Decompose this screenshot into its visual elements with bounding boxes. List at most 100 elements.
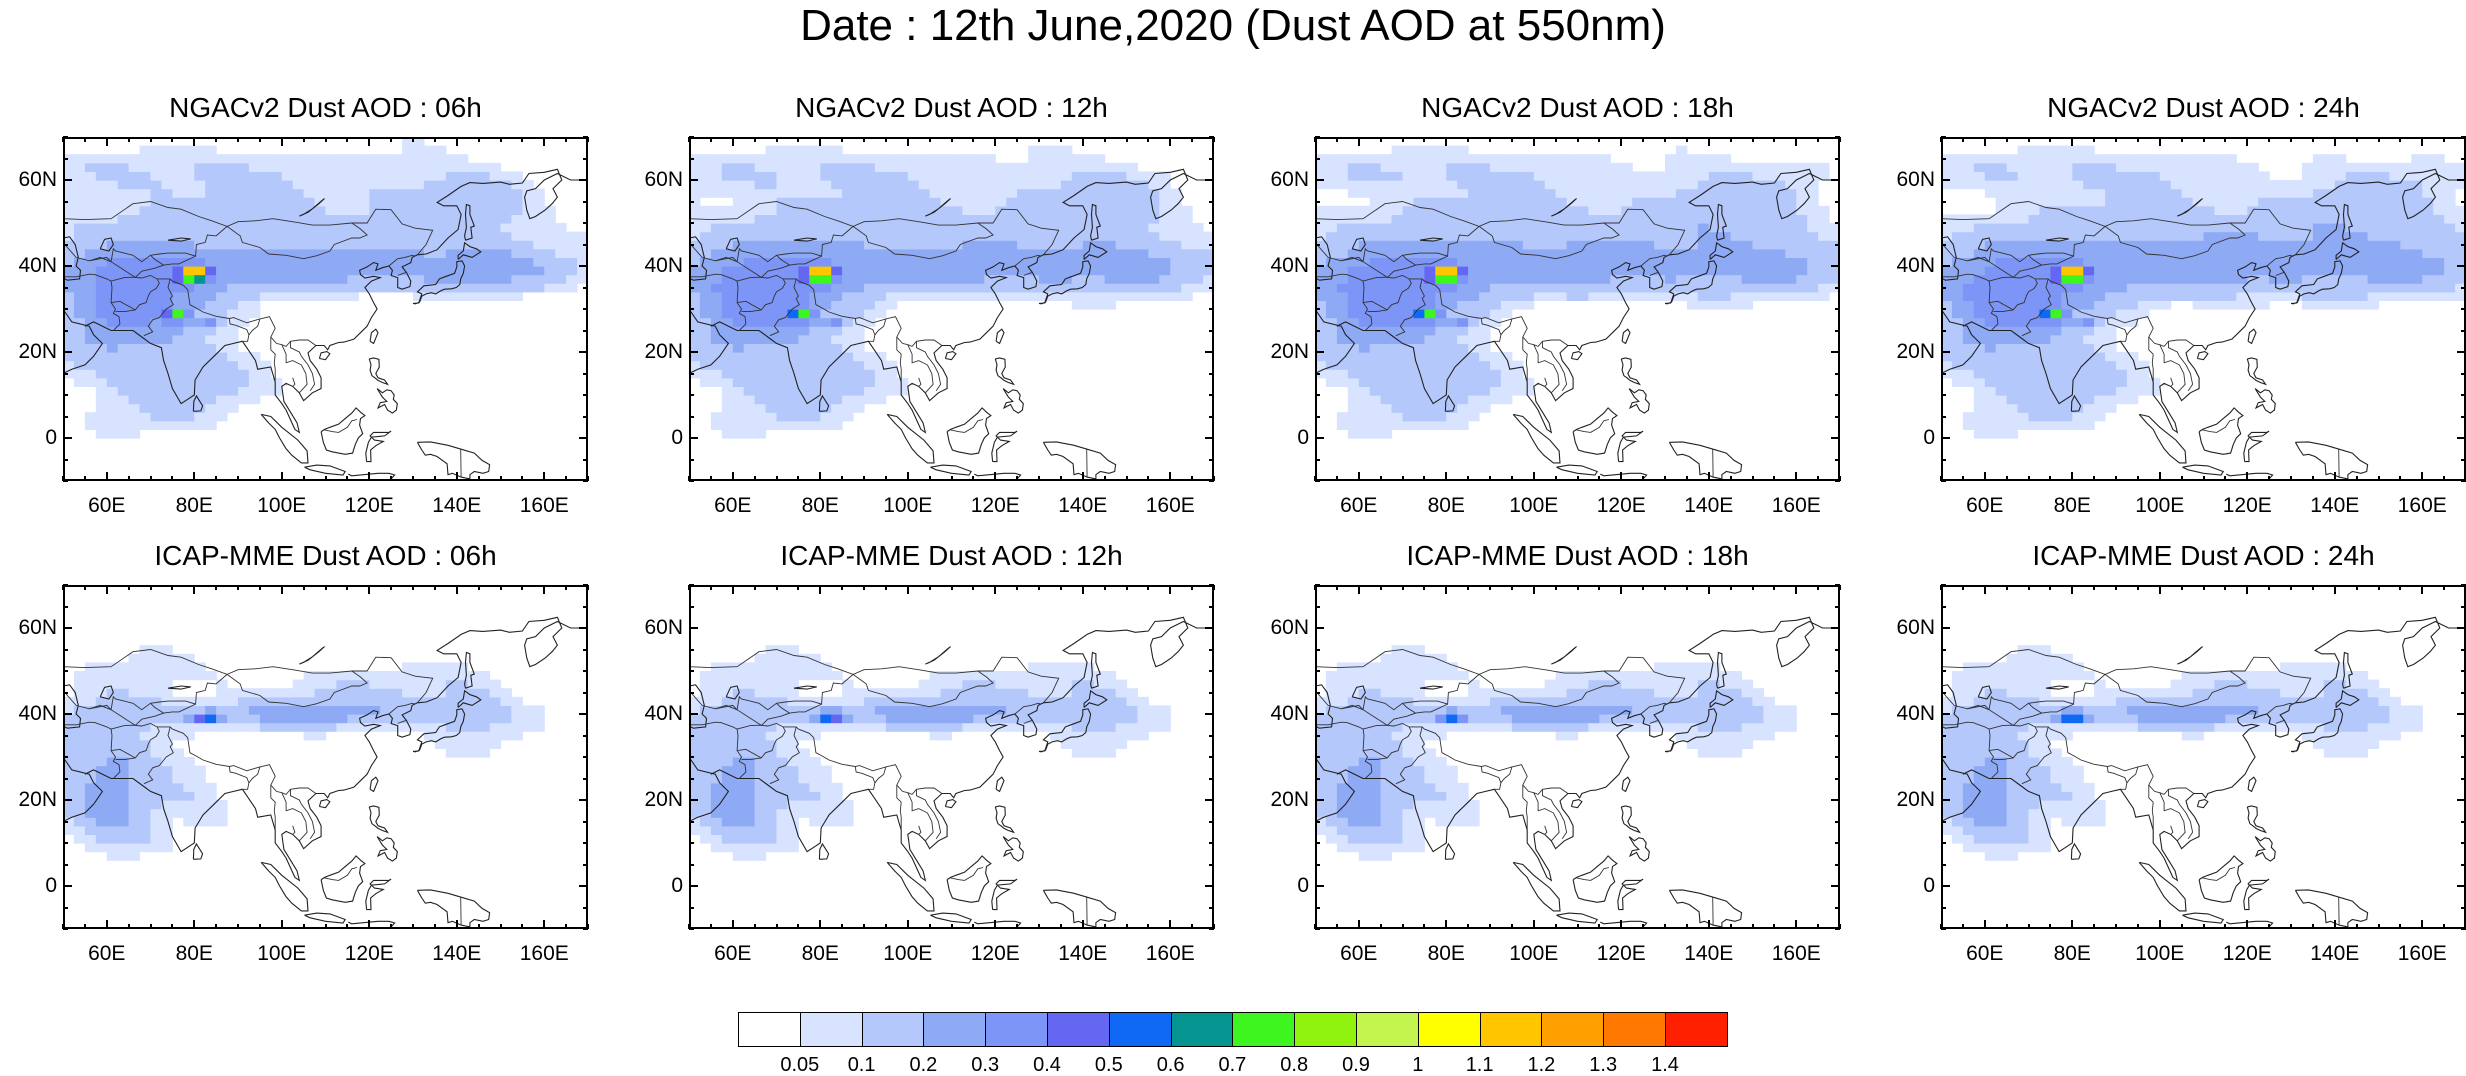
lat-tick: [1315, 692, 1320, 694]
lat-tick: [1315, 756, 1320, 758]
lon-tick: [412, 476, 414, 481]
lon-tick: [2006, 476, 2008, 481]
lat-tick: [2461, 606, 2466, 608]
lon-tick: [1664, 476, 1666, 481]
lat-tick: [1315, 584, 1320, 586]
lat-tick: [1835, 907, 1840, 909]
lat-tick: [2461, 842, 2466, 844]
lon-tick: [106, 472, 108, 481]
lat-tick: [2461, 735, 2466, 737]
lat-tick: [583, 735, 588, 737]
lon-tick: [1708, 585, 1710, 594]
lat-tick: [583, 778, 588, 780]
lon-tick: [456, 585, 458, 594]
lat-tick: [1315, 821, 1320, 823]
lat-tick: [689, 778, 694, 780]
lon-tick: [434, 137, 436, 142]
lon-tick: [1445, 920, 1447, 929]
lon-tick: [2268, 924, 2270, 929]
lon-tick: [84, 137, 86, 142]
lat-tick: [689, 437, 698, 439]
lat-tick: [689, 351, 698, 353]
lon-tick: [2049, 476, 2051, 481]
lat-tick: [2461, 864, 2466, 866]
lon-tick-label: 100E: [1494, 495, 1574, 517]
lat-tick-label: 40N: [1253, 255, 1309, 277]
lat-tick: [1835, 842, 1840, 844]
lon-tick: [1467, 924, 1469, 929]
lat-tick: [1205, 799, 1214, 801]
lon-tick: [1577, 585, 1579, 590]
lat-tick-label: 20N: [627, 789, 683, 811]
lat-tick: [1315, 158, 1320, 160]
lon-tick: [1402, 137, 1404, 142]
lat-tick: [1831, 885, 1840, 887]
lon-tick: [215, 476, 217, 481]
lon-tick: [1708, 137, 1710, 146]
lon-tick: [1686, 585, 1688, 590]
map-panel: [689, 585, 1214, 929]
lat-tick: [1941, 735, 1946, 737]
lon-tick: [907, 137, 909, 146]
lat-tick: [1831, 799, 1840, 801]
lon-tick: [1402, 585, 1404, 590]
lat-tick-label: 0: [1, 875, 57, 897]
lon-tick: [2159, 920, 2161, 929]
lon-tick: [1038, 585, 1040, 590]
map-panel: [1315, 137, 1840, 481]
lat-tick: [1209, 735, 1214, 737]
lat-tick: [1835, 394, 1840, 396]
lon-tick: [2268, 585, 2270, 590]
lat-tick: [689, 928, 694, 930]
lon-tick-label: 120E: [955, 943, 1035, 965]
lat-tick: [2461, 373, 2466, 375]
lat-tick: [63, 308, 68, 310]
lon-tick: [1380, 137, 1382, 142]
lon-tick: [1445, 472, 1447, 481]
lat-tick: [1835, 692, 1840, 694]
lat-tick: [1835, 670, 1840, 672]
lon-tick: [84, 476, 86, 481]
lat-tick: [2457, 885, 2466, 887]
lat-tick: [689, 584, 694, 586]
lat-tick: [63, 584, 68, 586]
lon-tick: [2203, 924, 2205, 929]
lon-tick: [1358, 920, 1360, 929]
lat-tick: [1941, 265, 1950, 267]
lon-tick-label: 100E: [242, 943, 322, 965]
colorbar-swatch: [1294, 1012, 1357, 1047]
lon-tick: [951, 476, 953, 481]
lat-tick: [1835, 480, 1840, 482]
panel-title: NGACv2 Dust AOD : 12h: [672, 93, 1232, 123]
lon-tick: [2071, 585, 2073, 594]
colorbar-swatch: [1418, 1012, 1481, 1047]
lon-tick: [303, 476, 305, 481]
lon-tick: [2268, 476, 2270, 481]
lon-tick: [106, 137, 108, 146]
lat-tick: [1209, 756, 1214, 758]
lat-tick: [689, 308, 694, 310]
lat-tick-label: 20N: [1253, 789, 1309, 811]
lon-tick-label: 60E: [1319, 943, 1399, 965]
lon-tick: [1962, 476, 1964, 481]
lon-tick: [128, 476, 130, 481]
map-panel: [63, 585, 588, 929]
colorbar-label: 0.1: [832, 1055, 892, 1075]
panel-title: NGACv2 Dust AOD : 24h: [1924, 93, 2466, 123]
lat-tick: [583, 136, 588, 138]
lon-tick: [390, 476, 392, 481]
lat-tick: [583, 821, 588, 823]
lat-tick: [1835, 201, 1840, 203]
lon-tick: [1773, 924, 1775, 929]
lon-tick: [193, 920, 195, 929]
lon-tick: [1984, 585, 1986, 594]
lat-tick-label: 20N: [1879, 341, 1935, 363]
lon-tick: [478, 585, 480, 590]
lon-tick: [2137, 137, 2139, 142]
dust-aod-map: [1941, 585, 2466, 929]
lat-tick: [1209, 649, 1214, 651]
lat-tick: [1941, 287, 1946, 289]
lat-tick-label: 40N: [1253, 703, 1309, 725]
colorbar-label: 0.3: [955, 1055, 1015, 1075]
lat-tick: [1835, 735, 1840, 737]
